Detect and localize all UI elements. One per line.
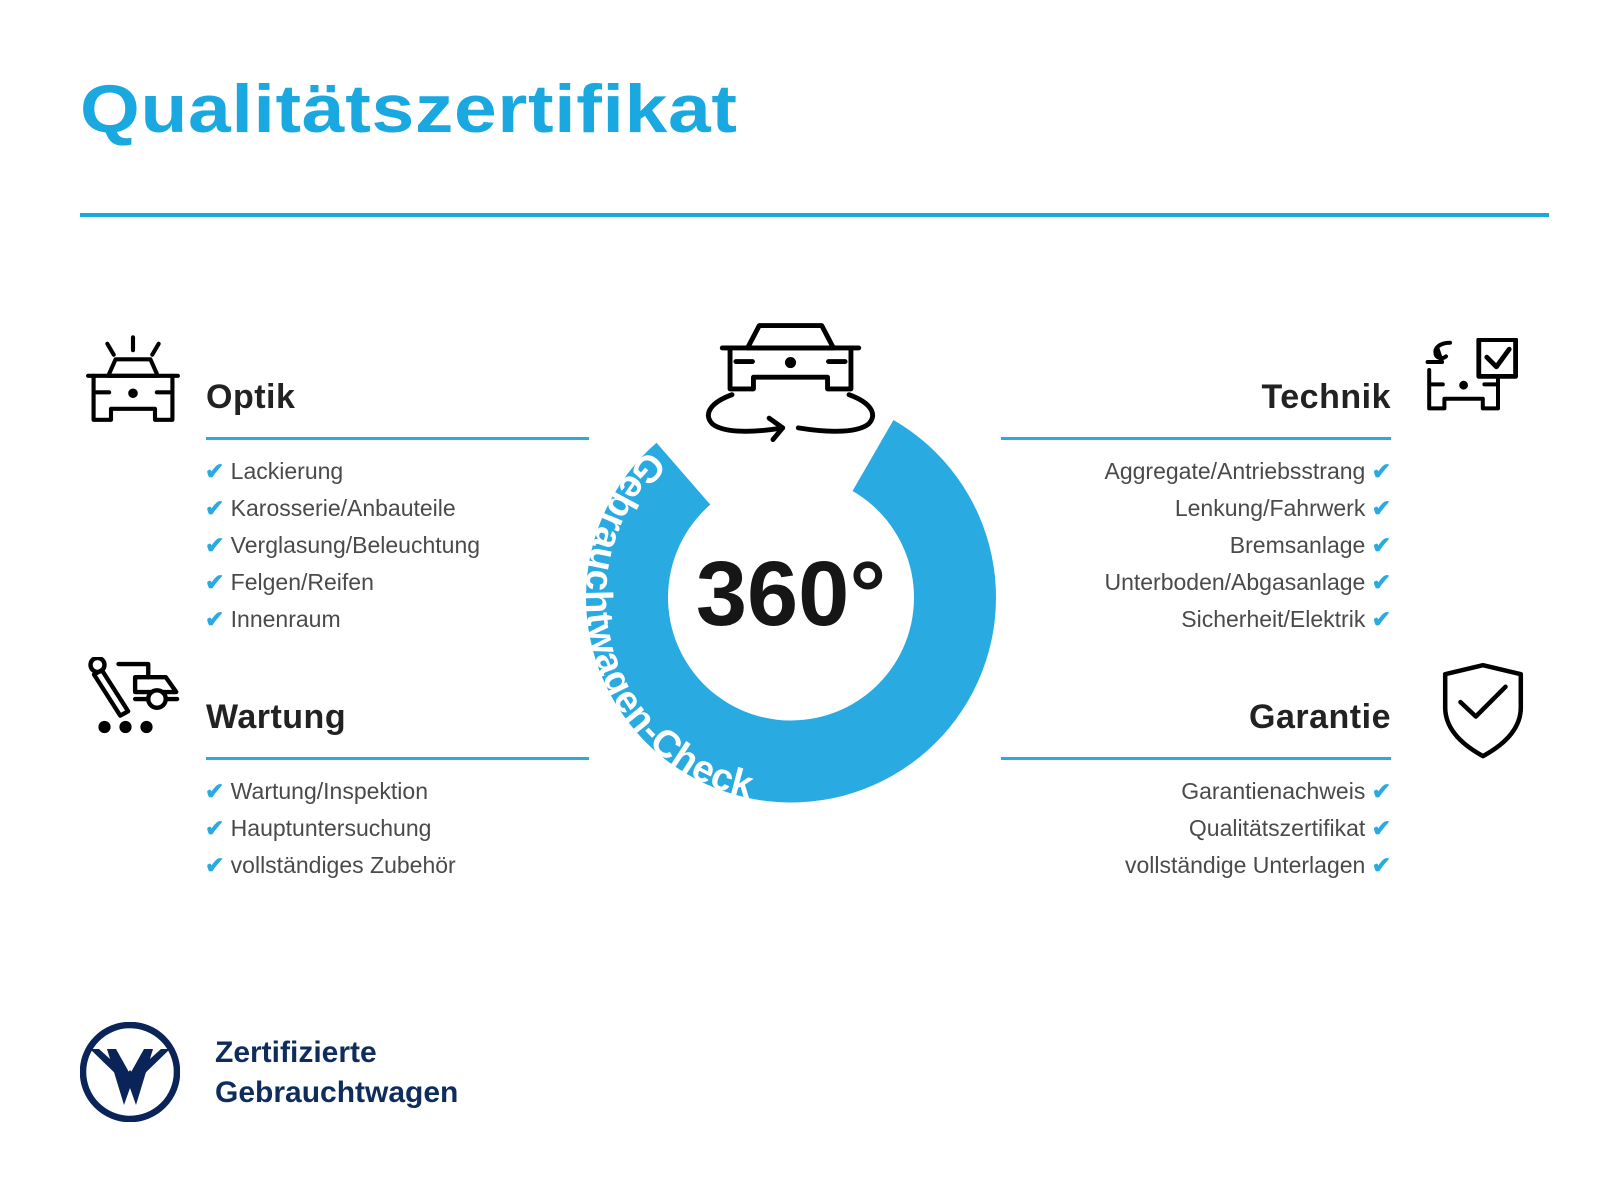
svg-text:360°: 360° [696, 543, 886, 645]
